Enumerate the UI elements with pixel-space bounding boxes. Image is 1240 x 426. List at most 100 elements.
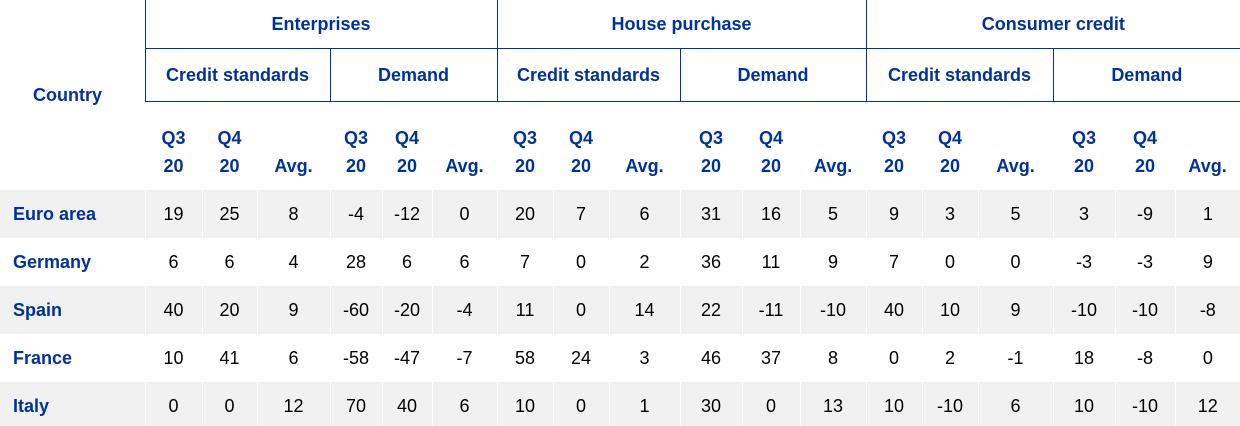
value-cell: 0 (201, 382, 257, 426)
group-header: Consumer credit (865, 0, 1240, 49)
column-header: Q4 20 (1115, 102, 1175, 191)
value-cell: 2 (608, 238, 681, 286)
value-cell: 40 (865, 286, 923, 334)
value-cell: 22 (679, 286, 743, 334)
country-cell: Euro area (13, 203, 97, 224)
column-label: Q3 20 (343, 128, 368, 176)
value-cell: 6 (201, 238, 257, 286)
value-cell: -4 (329, 190, 382, 238)
value-cell: 0 (552, 382, 610, 426)
value-cell: 12 (1174, 382, 1240, 426)
value-cell: 3 (1052, 190, 1116, 238)
value-cell: -10 (799, 286, 867, 334)
value-cell: -12 (381, 190, 432, 238)
value-cell: 30 (679, 382, 743, 426)
column-header: Q4 20 (553, 102, 609, 191)
value-cell: 0 (1174, 334, 1240, 382)
value-cell: -20 (381, 286, 432, 334)
value-cell: 5 (799, 190, 867, 238)
column-header: Avg. (800, 102, 866, 191)
value-cell: 3 (608, 334, 681, 382)
value-cell: 18 (1052, 334, 1116, 382)
value-cell: 0 (431, 190, 498, 238)
value-cell: 5 (977, 190, 1054, 238)
value-cell: 9 (977, 286, 1054, 334)
value-cell: 6 (608, 190, 681, 238)
value-cell: 36 (679, 238, 743, 286)
value-cell: -10 (1052, 286, 1116, 334)
value-cell: 8 (256, 190, 330, 238)
country-cell: Germany (13, 251, 92, 272)
value-cell: 37 (741, 334, 801, 382)
value-cell: 14 (608, 286, 681, 334)
data-row: Italy 0 0 12 70 40 6 10 0 1 30 0 13 10 -10 6 10 -10 12 (0, 382, 1240, 426)
value-cell: 40 (144, 286, 202, 334)
value-cell: 12 (256, 382, 330, 426)
subgroup-header: Credit standards (496, 48, 681, 102)
column-header: Q3 20 (1053, 102, 1115, 191)
data-row: France 10 41 6 -58 -47 -7 58 24 3 46 37 8 0 2 -1 18 -8 0 (0, 334, 1240, 382)
value-cell: 10 (144, 334, 202, 382)
column-label: Avg. (996, 156, 1035, 176)
value-cell: 6 (431, 238, 498, 286)
value-cell: 70 (329, 382, 382, 426)
value-cell: -8 (1114, 334, 1176, 382)
group-header: House purchase (496, 0, 867, 49)
column-header: Avg. (978, 102, 1053, 191)
country-cell: Italy (13, 395, 50, 416)
value-cell: 9 (1174, 238, 1240, 286)
value-cell: 7 (865, 238, 923, 286)
country-cell: France (13, 347, 73, 368)
column-header: Q4 20 (742, 102, 800, 191)
value-cell: -10 (921, 382, 979, 426)
value-cell: 6 (144, 238, 202, 286)
value-cell: 20 (496, 190, 554, 238)
column-label: Q3 20 (513, 128, 538, 176)
column-label: Q3 20 (882, 128, 907, 176)
value-cell: 24 (552, 334, 610, 382)
value-cell: 11 (741, 238, 801, 286)
column-label: Avg. (813, 156, 853, 176)
column-header: Avg. (257, 102, 330, 191)
column-label: Q3 20 (161, 128, 186, 176)
subgroup-header: Credit standards (865, 48, 1054, 102)
value-cell: 13 (799, 382, 867, 426)
data-row: Euro area 19 25 8 -4 -12 0 20 7 6 31 16 5 9 3 5 3 -9 1 (0, 190, 1240, 238)
subgroup-header: Demand (1052, 48, 1240, 102)
value-cell: 6 (977, 382, 1054, 426)
value-cell: 2 (921, 334, 979, 382)
value-cell: 6 (431, 382, 498, 426)
column-header: Q3 20 (145, 102, 202, 191)
header-row: Country Enterprises House purchase Consumer… (0, 0, 1240, 105)
column-label: Q4 20 (217, 128, 242, 176)
subgroup-header: Credit standards (144, 48, 330, 102)
value-cell: 8 (799, 334, 867, 382)
value-cell: 16 (741, 190, 801, 238)
header-row: Credit standards Demand Credit standards De… (0, 48, 1240, 102)
value-cell: 10 (865, 382, 923, 426)
column-label: Q4 20 (569, 128, 594, 176)
subgroup-header: Demand (679, 48, 867, 102)
value-cell: -9 (1114, 190, 1176, 238)
value-cell: 58 (496, 334, 554, 382)
value-cell: 7 (496, 238, 554, 286)
column-header: Q3 20 (330, 102, 382, 191)
value-cell: 41 (201, 334, 257, 382)
group-header: Enterprises (144, 0, 498, 49)
value-cell: 6 (256, 334, 330, 382)
value-cell: -60 (329, 286, 382, 334)
value-cell: 11 (496, 286, 554, 334)
value-cell: -4 (431, 286, 498, 334)
value-cell: 0 (977, 238, 1054, 286)
value-cell: 46 (679, 334, 743, 382)
value-cell: -8 (1174, 286, 1240, 334)
value-cell: 25 (201, 190, 257, 238)
data-row: Spain 40 20 9 -60 -20 -4 11 0 14 22 -11 -10 40 10 9 -10-… (0, 286, 1240, 334)
column-header: Q4 20 (202, 102, 257, 191)
value-cell: 7 (552, 190, 610, 238)
column-header: Avg. (432, 102, 497, 191)
value-cell: -3 (1052, 238, 1116, 286)
header-row: Q3 20 Q4 20 Avg. Q3 20 Q4 20 Avg. Q3 20 Q4 20 Av… (0, 102, 1240, 191)
value-cell: 20 (201, 286, 257, 334)
